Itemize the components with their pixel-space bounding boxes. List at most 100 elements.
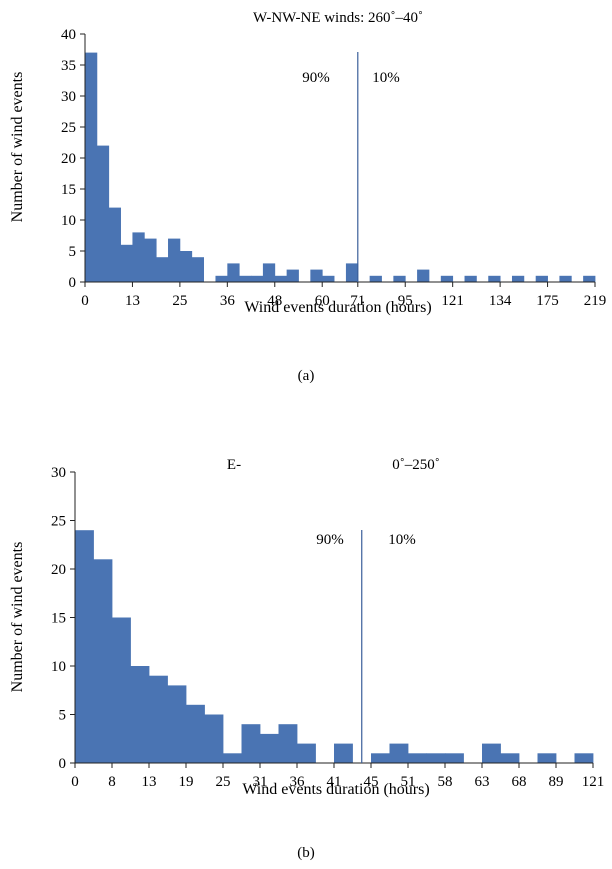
chart-a-bar-40 — [559, 275, 572, 282]
chart-a-x-tick-label-8: 121 — [441, 293, 464, 309]
chart-b-bars — [75, 530, 594, 763]
chart-a-x-tick-label-3: 36 — [220, 293, 236, 309]
chart-b-x-tick-label-0: 0 — [71, 774, 79, 790]
chart-a-threshold-left-label: 90% — [302, 70, 330, 86]
chart-a-y-tick-label-3: 15 — [61, 182, 76, 198]
chart-a-y-axis-label: Number of wind events — [9, 72, 26, 223]
chart-b-x-tick-label-9: 51 — [401, 774, 416, 790]
chart-a-x-tick-label-11: 219 — [584, 293, 607, 309]
chart-a-y-tick-label-1: 5 — [69, 244, 77, 260]
chart-a-bar-1 — [96, 145, 110, 282]
chart-b-y-tick-label-2: 10 — [51, 659, 66, 675]
chart-b-x-tick-label-2: 13 — [142, 774, 157, 790]
chart-b-bar-9 — [241, 724, 261, 763]
chart-a-bar-13 — [239, 275, 252, 282]
chart-b-bar-18 — [408, 753, 427, 763]
chart-b-bar-19 — [426, 753, 446, 763]
chart-a-x-tick-label-9: 134 — [489, 293, 512, 309]
chart-a-axes: 0 5 10 15 20 25 30 35 40 0 13 25 36 48 60 71 95 121 134 175… — [61, 27, 606, 309]
chart-a-bar-42 — [583, 275, 596, 282]
chart-a-bar-0 — [85, 52, 98, 282]
chart-b-title-part-right: 0˚–250˚ — [392, 457, 440, 473]
chart-b-bar-23 — [500, 753, 520, 763]
chart-a-y-tick-label-5: 25 — [61, 120, 76, 136]
chart-a-bar-17 — [286, 269, 299, 282]
chart-b-x-tick-label-13: 89 — [549, 774, 564, 790]
chart-b-threshold-left-label: 90% — [316, 532, 344, 548]
chart-b-x-tick-label-7: 41 — [327, 774, 342, 790]
chart-a-bar-22 — [345, 263, 359, 282]
chart-a-bar-32 — [464, 275, 477, 282]
chart-b-bar-11 — [278, 724, 298, 763]
chart-a-x-tick-label-0: 0 — [81, 293, 89, 309]
chart-a-bars — [85, 52, 596, 282]
chart-b-bar-0 — [75, 530, 94, 763]
chart-a-bar-24 — [369, 275, 382, 282]
chart-b-bar-7 — [204, 714, 224, 763]
chart-b-x-tick-label-5: 31 — [253, 774, 268, 790]
chart-a-bar-12 — [227, 263, 240, 282]
chart-a-bar-26 — [393, 275, 406, 282]
chart-b-bar-22 — [482, 743, 501, 763]
chart-panel-b: E- 0˚–250˚ Number of wind events Wind ev… — [9, 457, 604, 861]
chart-b-x-tick-label-12: 68 — [512, 774, 527, 790]
chart-b-y-axis-label: Number of wind events — [9, 542, 26, 693]
chart-a-y-tick-label-4: 20 — [61, 151, 76, 167]
chart-b-bar-16 — [371, 753, 390, 763]
chart-b-bar-8 — [223, 753, 242, 763]
chart-b-bar-25 — [537, 753, 557, 763]
chart-b-panel-label: (b) — [297, 845, 315, 861]
chart-a-threshold-right-label: 10% — [372, 70, 400, 86]
chart-b-bar-2 — [112, 617, 131, 763]
chart-a-bar-15 — [262, 263, 276, 282]
chart-b-x-tick-label-3: 19 — [179, 774, 194, 790]
chart-b-x-tick-label-10: 58 — [438, 774, 453, 790]
chart-a-bar-4 — [132, 232, 145, 282]
chart-a-bar-19 — [310, 269, 323, 282]
chart-b-x-tick-label-1: 8 — [108, 774, 116, 790]
chart-a-y-tick-label-0: 0 — [69, 275, 77, 291]
chart-b-y-tick-label-6: 30 — [51, 465, 66, 481]
chart-panel-a: W-NW-NE winds: 260˚–40˚ Number of wind e… — [9, 10, 606, 384]
chart-a-bar-8 — [179, 251, 193, 282]
chart-a-y-tick-label-7: 35 — [61, 58, 76, 74]
chart-a-bar-16 — [274, 275, 288, 282]
chart-b-bar-6 — [186, 704, 205, 763]
chart-b-bar-14 — [334, 743, 353, 763]
chart-a-bar-3 — [120, 244, 133, 282]
chart-a-x-tick-label-4: 48 — [267, 293, 282, 309]
chart-a-bar-28 — [417, 269, 430, 282]
chart-a-y-tick-label-6: 30 — [61, 89, 76, 105]
chart-a-title: W-NW-NE winds: 260˚–40˚ — [253, 10, 423, 26]
chart-b-bar-1 — [93, 559, 113, 763]
chart-a-bar-5 — [144, 238, 157, 282]
chart-b-x-tick-label-11: 63 — [475, 774, 490, 790]
chart-a-bar-38 — [535, 275, 548, 282]
chart-a-x-tick-label-6: 71 — [350, 293, 365, 309]
chart-a-x-axis-label: Wind events duration (hours) — [244, 299, 431, 316]
chart-b-axes: 0 5 10 15 20 25 30 0 8 13 19 25 31 36 41 45 51 58 63 68 89 12… — [51, 465, 604, 790]
chart-b-bar-27 — [574, 753, 594, 763]
chart-b-y-tick-label-1: 5 — [59, 708, 67, 724]
chart-b-y-tick-label-0: 0 — [59, 756, 67, 772]
chart-a-bar-30 — [440, 275, 454, 282]
chart-a-bar-36 — [511, 275, 525, 282]
chart-a-x-tick-label-1: 13 — [125, 293, 140, 309]
chart-a-bar-11 — [215, 275, 228, 282]
chart-b-bar-4 — [149, 675, 168, 763]
chart-a-y-tick-label-2: 10 — [61, 213, 76, 229]
chart-a-bar-14 — [251, 275, 264, 282]
chart-a-bar-7 — [168, 238, 181, 282]
chart-a-bar-6 — [156, 257, 169, 282]
chart-b-x-axis-label: Wind events duration (hours) — [242, 781, 429, 798]
chart-a-x-tick-label-7: 95 — [398, 293, 413, 309]
chart-b-bar-3 — [130, 666, 150, 763]
chart-a-x-tick-label-10: 175 — [536, 293, 559, 309]
chart-a-panel-label: (a) — [298, 368, 315, 384]
chart-b-threshold-right-label: 10% — [388, 532, 416, 548]
chart-b-bar-10 — [260, 733, 279, 763]
chart-a-x-tick-label-5: 60 — [315, 293, 330, 309]
chart-b-title-part-left: E- — [227, 457, 241, 473]
chart-b-x-tick-label-6: 36 — [290, 774, 306, 790]
